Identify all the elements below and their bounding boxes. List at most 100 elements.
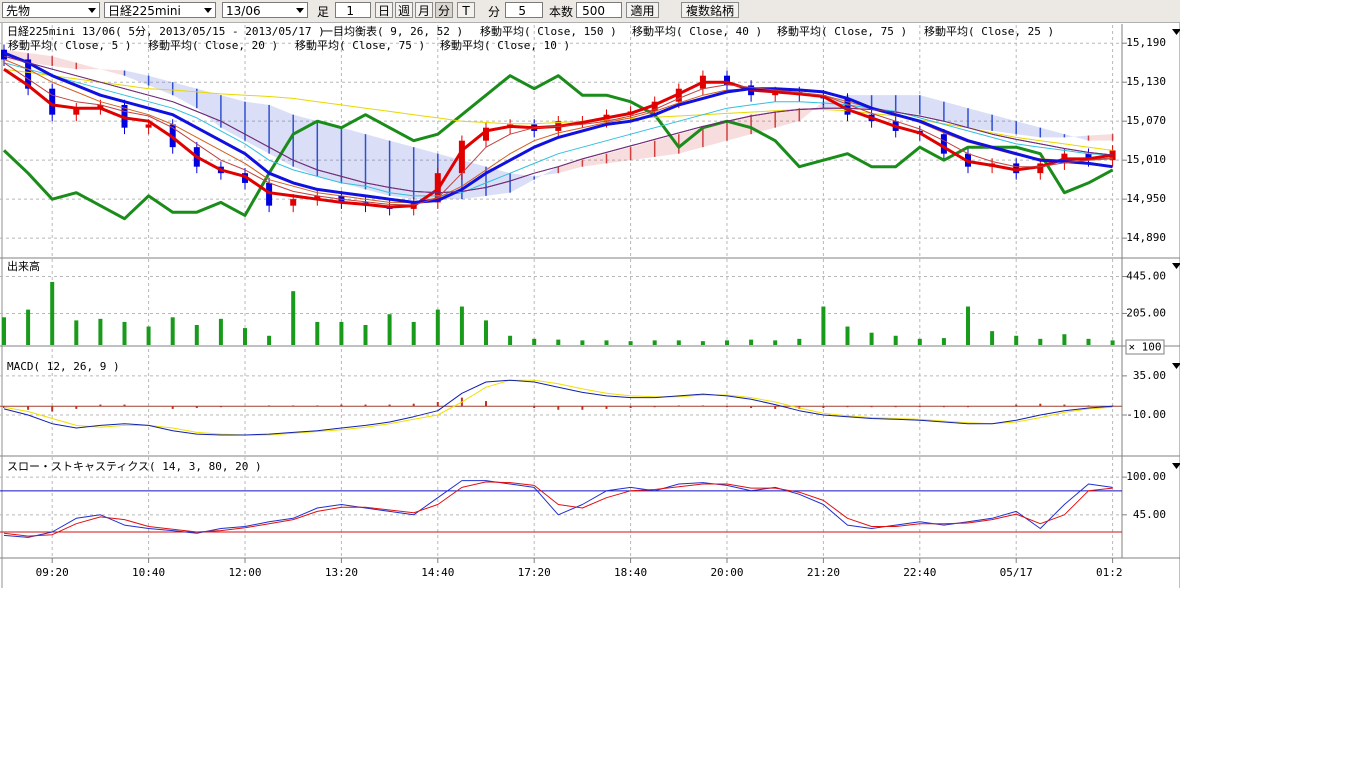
x-tick-label: 12:00 xyxy=(228,566,261,579)
x-tick-label: 14:40 xyxy=(421,566,454,579)
volume-bar xyxy=(1038,339,1042,345)
x-tick-label: 18:40 xyxy=(614,566,647,579)
legend-label: 移動平均( Close, 40 ) xyxy=(632,24,762,38)
toolbar: 先物 日経225mini 13/06 足 1 日 週 月 分 T 分 5 本数 … xyxy=(0,0,1180,23)
legend-label: 一目均衡表( 9, 26, 52 ) xyxy=(322,24,463,38)
volume-bar xyxy=(725,340,729,345)
volume-bar xyxy=(605,340,609,345)
volume-bar xyxy=(894,336,898,345)
y-tick-label: 15,190 xyxy=(1126,36,1166,49)
x-tick-label: 05/17 xyxy=(1000,566,1033,579)
bar-label: 足 xyxy=(317,3,329,20)
legend-label: 移動平均( Close, 5 ) xyxy=(8,38,131,52)
panel-title: MACD( 12, 26, 9 ) xyxy=(7,360,120,373)
y-tick-label: 15,070 xyxy=(1126,114,1166,127)
volume-bar xyxy=(773,340,777,345)
volume-bar xyxy=(580,340,584,345)
candle-body xyxy=(941,134,947,153)
period-button[interactable]: 日 xyxy=(375,2,393,18)
volume-bar xyxy=(412,322,416,345)
volume-bar xyxy=(339,322,343,345)
volume-bar xyxy=(966,307,970,345)
bar-count-input[interactable]: 1 xyxy=(335,2,371,18)
y-tick-label: -10.00 xyxy=(1126,408,1166,421)
volume-bar xyxy=(942,338,946,345)
volume-bar xyxy=(50,282,54,345)
chart-background xyxy=(0,23,1180,588)
x-tick-label: 22:40 xyxy=(903,566,936,579)
legend-label: 移動平均( Close, 20 ) xyxy=(148,38,278,52)
volume-bar xyxy=(315,322,319,345)
volume-bar xyxy=(701,341,705,345)
period-button[interactable]: 分 xyxy=(435,2,453,18)
legend-label: 移動平均( Close, 75 ) xyxy=(295,38,425,52)
volume-bar xyxy=(990,331,994,345)
volume-bar xyxy=(653,340,657,345)
legend-label: 移動平均( Close, 75 ) xyxy=(777,24,907,38)
volume-bar xyxy=(26,310,30,345)
y-tick-label: 45.00 xyxy=(1133,508,1166,521)
volume-bar xyxy=(821,307,825,345)
volume-bar xyxy=(267,336,271,345)
volume-bar xyxy=(749,340,753,345)
y-tick-label: 35.00 xyxy=(1133,369,1166,382)
volume-bar xyxy=(436,310,440,345)
y-tick-label: 100.00 xyxy=(1126,470,1166,483)
candle-body xyxy=(459,141,465,173)
volume-bar xyxy=(98,319,102,345)
volume-bar xyxy=(484,320,488,345)
cloud-segment xyxy=(896,95,920,114)
volume-bar xyxy=(918,339,922,345)
volume-bar xyxy=(74,320,78,345)
candle-body xyxy=(146,124,152,127)
legend-label: 移動平均( Close, 25 ) xyxy=(924,24,1054,38)
volume-bar xyxy=(556,340,560,345)
volume-bar xyxy=(219,319,223,345)
panel-title: 日経225mini 13/06( 5分, 2013/05/15 - 2013/0… xyxy=(7,25,325,38)
count-input[interactable]: 500 xyxy=(576,2,622,18)
period-button[interactable]: 週 xyxy=(395,2,413,18)
unit-label: 分 xyxy=(488,3,500,20)
contract-select[interactable]: 13/06 xyxy=(222,2,308,18)
count-label: 本数 xyxy=(549,3,573,20)
volume-bar xyxy=(123,322,127,345)
volume-bar xyxy=(1062,334,1066,345)
volume-bar xyxy=(629,341,633,345)
x-tick-label: 17:20 xyxy=(518,566,551,579)
volume-bar xyxy=(2,317,6,345)
symbol-select[interactable]: 日経225mini xyxy=(104,2,216,18)
y-tick-label: 14,890 xyxy=(1126,231,1166,244)
legend-label: 移動平均( Close, 150 ) xyxy=(480,24,617,38)
x-tick-label: 20:00 xyxy=(710,566,743,579)
y-tick-label: 14,950 xyxy=(1126,192,1166,205)
volume-bar xyxy=(291,291,295,345)
volume-bar xyxy=(870,333,874,345)
volume-bar xyxy=(171,317,175,345)
multi-button[interactable]: 複数銘柄 xyxy=(681,2,739,18)
period-button[interactable]: 月 xyxy=(415,2,433,18)
volume-bar xyxy=(388,314,392,345)
volume-bar xyxy=(846,327,850,345)
volume-bar xyxy=(243,328,247,345)
y-tick-label: 205.00 xyxy=(1126,306,1166,319)
volume-bar xyxy=(364,325,368,345)
period-button[interactable]: T xyxy=(457,2,475,18)
volume-bar xyxy=(147,327,151,345)
volume-bar xyxy=(677,340,681,345)
volume-bar xyxy=(532,339,536,345)
interval-input[interactable]: 5 xyxy=(505,2,543,18)
volume-bar xyxy=(1087,339,1091,345)
candle-body xyxy=(290,199,296,205)
chart: × 100 09:2010:4012:0013:2014:4017:2018:4… xyxy=(0,23,1180,589)
x-tick-label: 21:20 xyxy=(807,566,840,579)
x-tick-label: 13:20 xyxy=(325,566,358,579)
panel-title: スロー・ストキャスティクス( 14, 3, 80, 20 ) xyxy=(7,460,262,473)
volume-bar xyxy=(1014,336,1018,345)
market-select[interactable]: 先物 xyxy=(2,2,100,18)
y-tick-label: 15,130 xyxy=(1126,75,1166,88)
x-tick-label: 09:20 xyxy=(36,566,69,579)
apply-button[interactable]: 適用 xyxy=(626,2,659,18)
y-tick-label: 445.00 xyxy=(1126,270,1166,283)
volume-bar xyxy=(1111,340,1115,345)
